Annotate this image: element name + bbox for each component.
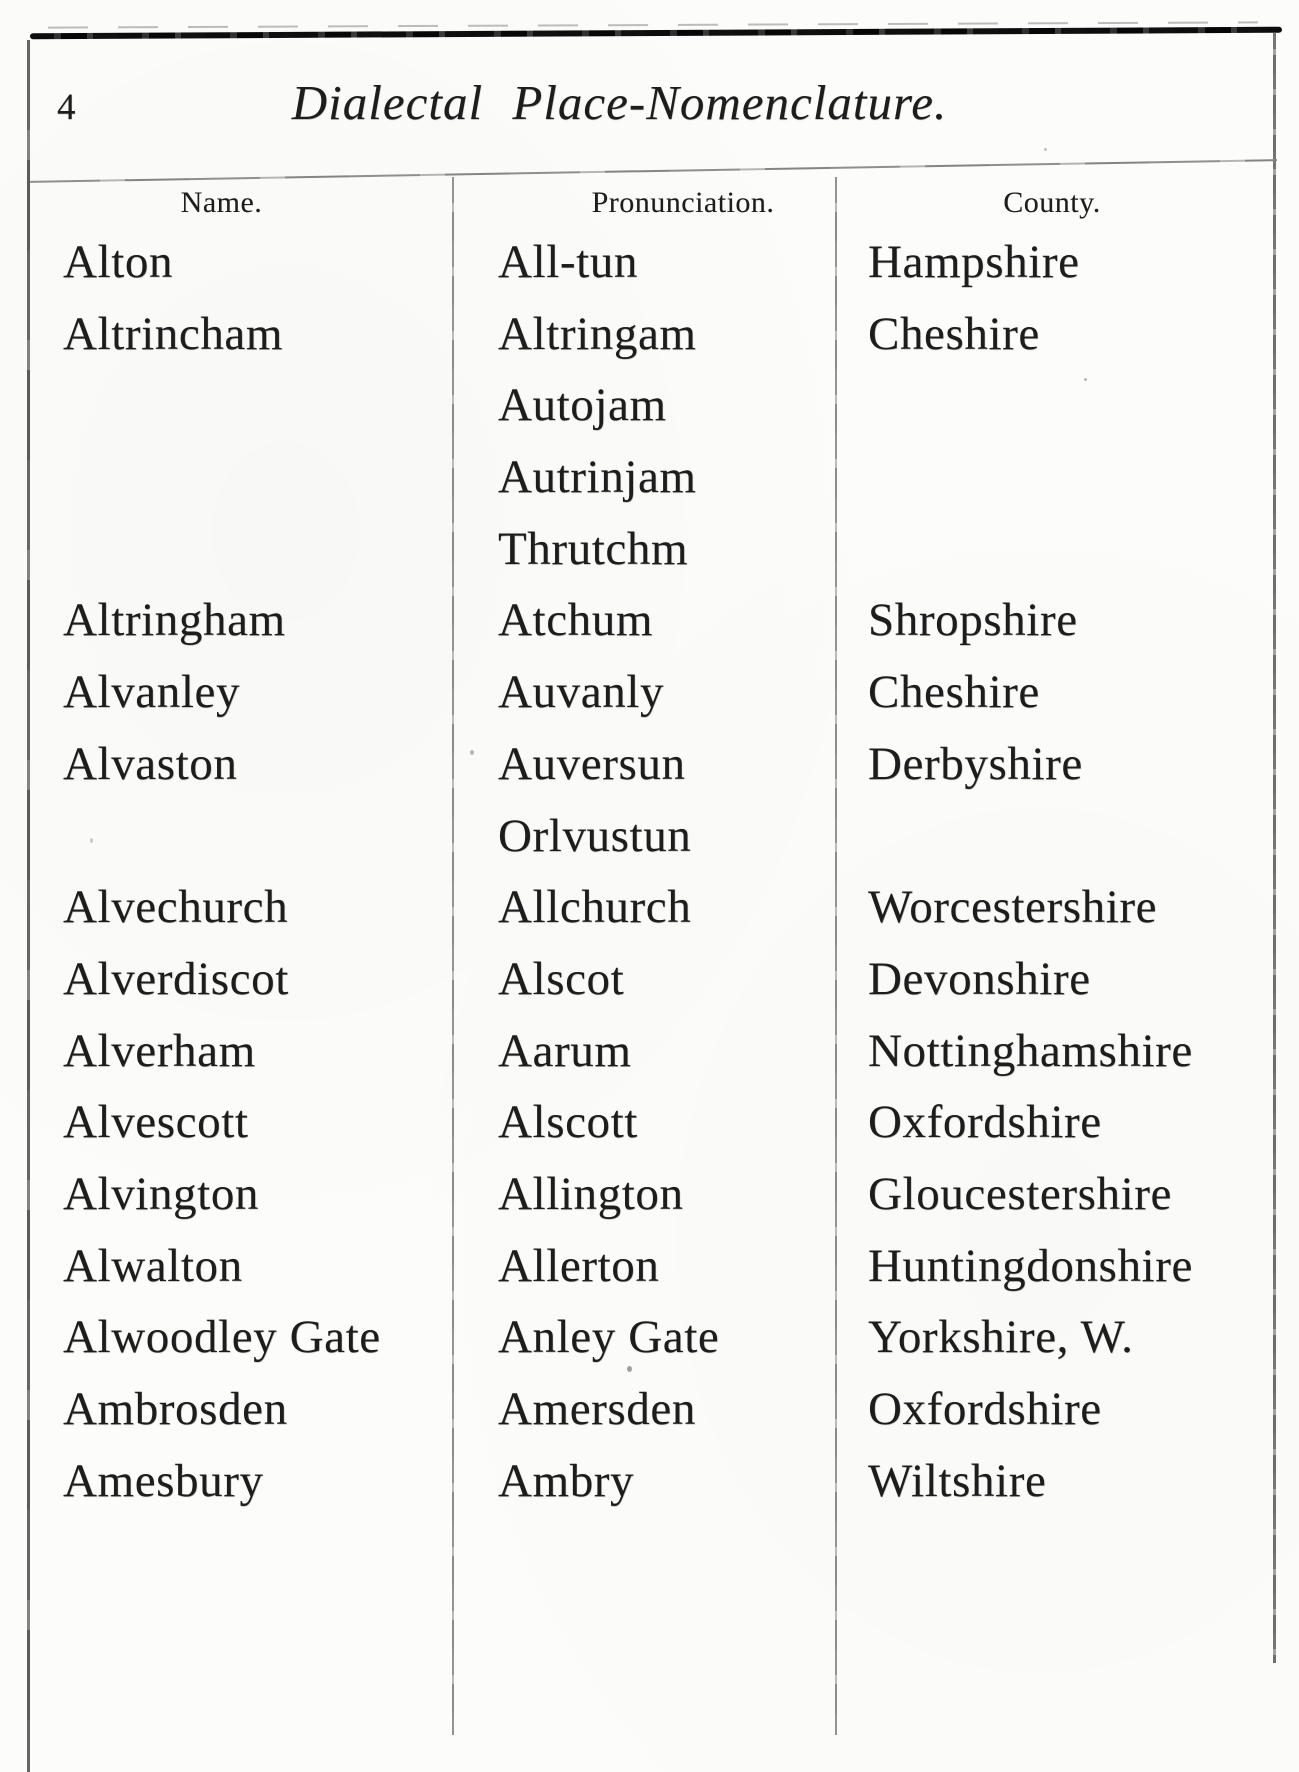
page-border-right bbox=[1273, 33, 1276, 1663]
pronunciation-cell: Aarum bbox=[498, 1024, 632, 1077]
name-cell: Alwalton bbox=[63, 1239, 243, 1292]
column-divider-name-pronunciation bbox=[452, 177, 454, 1735]
name-cell: Alvechurch bbox=[63, 881, 289, 934]
name-cell: Alverham bbox=[63, 1024, 256, 1077]
page-border-left bbox=[27, 40, 30, 1772]
county-cell: Wiltshire bbox=[868, 1454, 1047, 1507]
pronunciation-cell: Thrutchm bbox=[498, 522, 689, 575]
name-cell bbox=[28, 442, 453, 514]
page-number: 4 bbox=[57, 87, 76, 128]
pronunciation-cell: Orlvustun bbox=[498, 809, 692, 862]
pronunciation-cell: Autrinjam bbox=[498, 451, 697, 504]
pronunciation-cell: Ambry bbox=[498, 1454, 635, 1507]
county-cell: Oxfordshire bbox=[868, 1096, 1102, 1149]
scan-speck bbox=[90, 838, 93, 843]
name-cell: Alvescott bbox=[63, 1096, 249, 1149]
county-cell: Gloucestershire bbox=[868, 1167, 1172, 1220]
pronunciation-cell: Autojam bbox=[498, 379, 667, 432]
place-name-table: Alton All-tun Hampshire Altrincham Altringam… bbox=[28, 227, 1275, 1517]
top-rule bbox=[29, 26, 1283, 40]
county-cell: Shropshire bbox=[868, 594, 1078, 647]
pronunciation-cell: Anley Gate bbox=[498, 1311, 720, 1364]
header-separator-rule bbox=[30, 159, 1277, 183]
name-cell: Amesbury bbox=[63, 1454, 264, 1507]
pronunciation-cell: Alscott bbox=[498, 1096, 638, 1149]
county-cell: Derbyshire bbox=[868, 737, 1083, 790]
scan-speck bbox=[470, 750, 474, 755]
pronunciation-cell: Atchum bbox=[498, 594, 654, 647]
pronunciation-cell: Allington bbox=[498, 1167, 684, 1220]
name-cell bbox=[28, 370, 453, 442]
county-cell: Devonshire bbox=[868, 952, 1091, 1005]
pronunciation-cell: Amersden bbox=[498, 1383, 696, 1435]
name-cell: Alwoodley Gate bbox=[63, 1311, 381, 1364]
name-cell bbox=[28, 801, 453, 873]
pronunciation-cell: All-tun bbox=[498, 236, 638, 288]
name-cell: Altringham bbox=[63, 594, 286, 647]
county-cell: Worcestershire bbox=[868, 881, 1158, 934]
county-cell: Nottinghamshire bbox=[868, 1024, 1193, 1077]
pronunciation-cell: Auversun bbox=[498, 737, 686, 790]
name-cell: Ambrosden bbox=[63, 1383, 288, 1435]
county-cell bbox=[835, 514, 1275, 586]
name-cell bbox=[28, 514, 453, 586]
name-cell: Alvaston bbox=[63, 737, 238, 790]
name-cell: Alton bbox=[63, 236, 174, 288]
county-cell bbox=[835, 442, 1275, 514]
name-cell: Alvanley bbox=[63, 666, 241, 719]
column-header-county: County. bbox=[1003, 186, 1101, 219]
county-cell: Oxfordshire bbox=[868, 1383, 1102, 1435]
county-cell: Huntingdonshire bbox=[868, 1239, 1193, 1292]
county-cell bbox=[835, 370, 1275, 442]
table-column-headers: Name. Pronunciation. County. bbox=[28, 186, 1275, 220]
name-cell: Alvington bbox=[63, 1167, 260, 1220]
column-header-name: Name. bbox=[180, 186, 263, 219]
county-cell bbox=[835, 801, 1275, 873]
scan-speck bbox=[1084, 378, 1087, 381]
name-cell: Alverdiscot bbox=[63, 952, 289, 1005]
column-divider-pronunciation-county bbox=[835, 177, 837, 1735]
pronunciation-cell: Alscot bbox=[498, 952, 625, 1005]
pronunciation-cell: Altringam bbox=[498, 307, 697, 360]
county-cell: Yorkshire, W. bbox=[868, 1311, 1134, 1364]
scan-speck bbox=[627, 1366, 632, 1372]
county-cell: Cheshire bbox=[868, 666, 1040, 719]
scan-speck bbox=[1044, 148, 1047, 151]
page-title: Dialectal Place-Nomenclature. bbox=[291, 75, 948, 130]
county-cell: Cheshire bbox=[868, 307, 1040, 360]
county-cell: Hampshire bbox=[868, 236, 1080, 288]
column-header-pronunciation: Pronunciation. bbox=[591, 186, 775, 219]
pronunciation-cell: Allchurch bbox=[498, 881, 692, 934]
name-cell: Altrincham bbox=[63, 307, 284, 360]
pronunciation-cell: Allerton bbox=[498, 1239, 660, 1292]
pronunciation-cell: Auvanly bbox=[498, 666, 665, 719]
